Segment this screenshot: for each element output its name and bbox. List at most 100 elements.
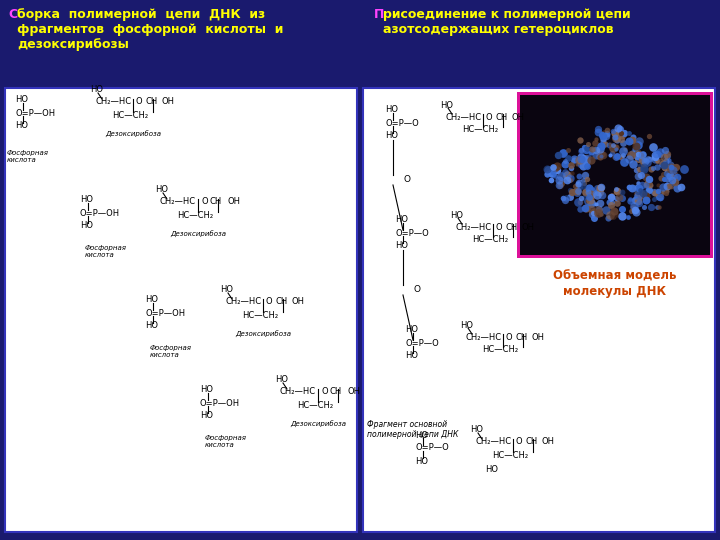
Point xyxy=(638,203,649,212)
Point xyxy=(631,151,642,160)
Text: HO: HO xyxy=(485,465,498,475)
Point xyxy=(659,161,670,170)
Point xyxy=(578,153,590,162)
Point xyxy=(574,155,585,164)
Text: HO: HO xyxy=(80,221,93,231)
Text: П: П xyxy=(374,8,384,21)
Point xyxy=(608,212,619,220)
Text: CH₂—HC: CH₂—HC xyxy=(225,298,261,307)
Text: Дезоксирибоза: Дезоксирибоза xyxy=(290,420,346,427)
Point xyxy=(577,176,589,184)
Point xyxy=(580,187,592,196)
Point xyxy=(583,183,595,192)
Point xyxy=(670,173,681,181)
Point xyxy=(632,196,644,205)
Point xyxy=(627,160,639,168)
Text: HO: HO xyxy=(145,321,158,330)
Text: HC—CH₂: HC—CH₂ xyxy=(472,235,508,245)
Text: HO: HO xyxy=(90,85,103,94)
Point xyxy=(559,193,571,202)
Text: O: O xyxy=(486,112,492,122)
Point xyxy=(612,210,624,219)
Point xyxy=(617,138,629,147)
Point xyxy=(611,185,622,193)
Text: Объемная модель
молекулы ДНК: Объемная модель молекулы ДНК xyxy=(553,270,677,298)
Point xyxy=(649,189,661,198)
Point xyxy=(597,137,608,145)
Point xyxy=(585,156,597,164)
Point xyxy=(623,137,634,145)
Point xyxy=(662,170,674,179)
Point xyxy=(578,162,590,171)
Point xyxy=(667,176,678,184)
Point xyxy=(562,171,573,179)
Point xyxy=(658,175,670,184)
Text: HC—CH₂: HC—CH₂ xyxy=(112,111,148,119)
Point xyxy=(600,206,611,215)
Point xyxy=(575,194,586,202)
Point xyxy=(661,182,672,191)
Point xyxy=(593,208,604,217)
Text: CH₂—HC: CH₂—HC xyxy=(280,388,316,396)
Point xyxy=(662,187,673,195)
Text: OH: OH xyxy=(162,98,175,106)
Point xyxy=(659,146,670,154)
Point xyxy=(642,185,654,194)
Point xyxy=(629,205,641,214)
Point xyxy=(549,164,561,172)
Text: CH: CH xyxy=(525,437,537,447)
Point xyxy=(580,171,591,180)
Bar xyxy=(520,95,710,255)
Point xyxy=(585,191,597,199)
Text: CH: CH xyxy=(515,333,527,341)
Text: O: O xyxy=(506,333,513,341)
Point xyxy=(611,199,623,207)
Point xyxy=(631,187,643,195)
Point xyxy=(612,152,624,160)
Point xyxy=(647,164,659,172)
Point xyxy=(592,125,603,133)
Point xyxy=(546,168,558,177)
Point xyxy=(557,194,569,202)
Point xyxy=(571,185,582,194)
Text: HC—CH₂: HC—CH₂ xyxy=(297,401,333,409)
Text: HC—CH₂: HC—CH₂ xyxy=(242,310,278,320)
Point xyxy=(580,204,592,213)
Point xyxy=(585,185,596,194)
Point xyxy=(608,206,620,215)
Point xyxy=(603,214,614,222)
Point xyxy=(632,192,644,200)
Point xyxy=(624,183,635,192)
Point xyxy=(597,191,608,199)
Point xyxy=(649,154,661,163)
Point xyxy=(654,173,666,182)
Text: HO: HO xyxy=(415,430,428,440)
Text: O: O xyxy=(403,176,410,185)
Point xyxy=(652,187,664,195)
Point xyxy=(610,153,621,161)
Point xyxy=(626,136,638,144)
Text: HC—CH₂: HC—CH₂ xyxy=(482,346,518,354)
Text: Дезоксирибоза: Дезоксирибоза xyxy=(105,130,161,137)
Point xyxy=(657,188,669,197)
Point xyxy=(575,145,587,154)
Point xyxy=(569,181,580,190)
Point xyxy=(575,152,587,161)
Point xyxy=(637,159,649,168)
Text: HO: HO xyxy=(80,195,93,205)
Point xyxy=(678,165,690,174)
Point xyxy=(611,195,622,204)
Point xyxy=(665,172,676,180)
Point xyxy=(606,198,618,207)
Text: HC—CH₂: HC—CH₂ xyxy=(462,125,498,134)
Point xyxy=(593,205,605,213)
Point xyxy=(606,149,618,158)
Point xyxy=(634,136,645,145)
Text: HO: HO xyxy=(470,426,483,435)
Point xyxy=(607,144,618,152)
Point xyxy=(610,151,621,160)
Point xyxy=(604,151,616,160)
Point xyxy=(605,193,616,201)
Point xyxy=(603,198,615,206)
Point xyxy=(590,188,601,197)
